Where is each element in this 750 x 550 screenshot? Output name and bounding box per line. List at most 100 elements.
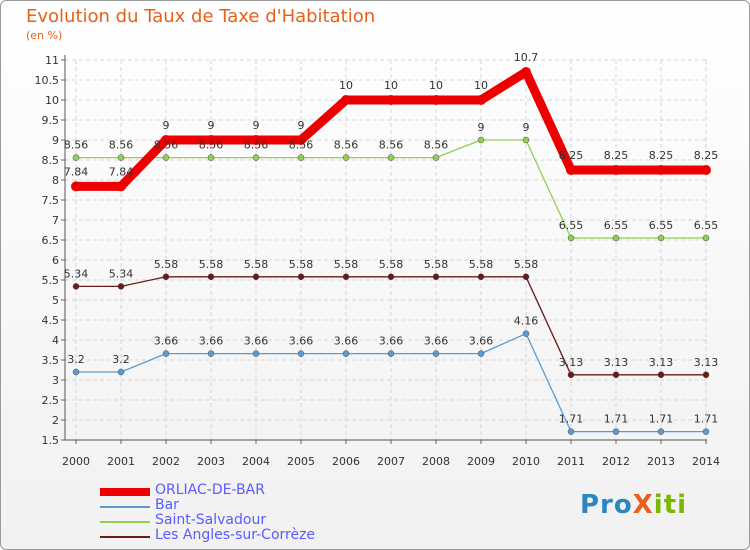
- data-label: 1.71: [649, 413, 674, 426]
- data-point: [611, 165, 621, 175]
- data-point: [117, 283, 125, 290]
- data-point: [702, 428, 710, 435]
- y-tick-label: 8.5: [42, 154, 60, 167]
- x-tick-label: 2003: [197, 455, 225, 468]
- data-label: 5.58: [154, 258, 179, 271]
- x-tick-label: 2007: [377, 455, 405, 468]
- data-point: [207, 350, 215, 357]
- data-label: 10: [474, 79, 488, 92]
- y-tick-label: 3.5: [42, 354, 60, 367]
- data-label: 10.7: [514, 51, 539, 64]
- y-tick-label: 2.5: [42, 394, 60, 407]
- data-point: [657, 234, 665, 242]
- data-point: [522, 273, 530, 281]
- data-label: 9: [298, 119, 305, 132]
- data-label: 5.58: [244, 258, 269, 271]
- data-label: 3.13: [604, 356, 629, 369]
- y-tick-label: 8: [52, 174, 59, 187]
- data-point: [566, 165, 576, 175]
- data-point: [207, 154, 215, 161]
- y-tick-label: 2: [52, 414, 59, 427]
- y-tick-label: 10: [45, 94, 59, 107]
- x-tick-label: 2006: [332, 455, 360, 468]
- x-tick-label: 2000: [62, 455, 90, 468]
- data-point: [522, 330, 530, 337]
- data-point: [116, 181, 126, 192]
- x-tick-label: 2005: [287, 455, 315, 468]
- y-tick-label: 6: [52, 254, 59, 267]
- logo-part-x: X: [632, 490, 654, 520]
- data-label: 8.25: [604, 149, 629, 162]
- data-label: 5.58: [334, 258, 359, 271]
- legend-swatch-orliac: [100, 488, 150, 496]
- data-point: [297, 350, 305, 357]
- data-point: [432, 350, 440, 357]
- data-label: 1.71: [694, 413, 719, 426]
- x-tick-label: 2001: [107, 455, 135, 468]
- data-label: 3.66: [199, 335, 224, 348]
- data-label: 8.56: [334, 139, 359, 152]
- data-point: [477, 136, 485, 144]
- data-point: [432, 273, 440, 281]
- data-label: 8.25: [649, 149, 674, 162]
- x-tick-label: 2010: [512, 455, 540, 468]
- data-label: 5.58: [379, 258, 404, 271]
- y-tick-label: 5: [52, 294, 59, 307]
- x-tick-label: 2004: [242, 455, 270, 468]
- data-label: 8.56: [154, 139, 179, 152]
- y-tick-label: 1.5: [42, 434, 60, 447]
- proxiti-logo: ProXiti: [580, 490, 687, 520]
- data-label: 3.66: [334, 335, 359, 348]
- data-label: 3.2: [112, 353, 130, 366]
- y-tick-label: 10.5: [35, 74, 60, 87]
- data-point: [477, 273, 485, 281]
- data-point: [341, 95, 351, 105]
- x-tick-label: 2012: [602, 455, 630, 468]
- data-label: 4.16: [514, 315, 539, 328]
- data-point: [657, 371, 665, 379]
- data-point: [71, 181, 81, 192]
- data-point: [477, 350, 485, 357]
- data-label: 3.66: [379, 335, 404, 348]
- data-point: [162, 273, 170, 281]
- data-label: 3.66: [154, 335, 179, 348]
- y-tick-label: 9.5: [42, 114, 60, 127]
- data-label: 5.34: [64, 267, 89, 280]
- y-tick-label: 5.5: [42, 274, 60, 287]
- data-label: 5.34: [109, 267, 134, 280]
- data-point: [431, 95, 441, 105]
- data-point: [521, 67, 531, 77]
- data-label: 8.25: [559, 149, 584, 162]
- data-point: [656, 165, 666, 175]
- data-label: 6.55: [559, 219, 584, 232]
- data-label: 5.58: [469, 258, 494, 271]
- data-label: 5.58: [199, 258, 224, 271]
- data-label: 9: [208, 119, 215, 132]
- data-label: 1.71: [559, 413, 584, 426]
- data-label: 5.58: [424, 258, 449, 271]
- y-tick-label: 3: [52, 374, 59, 387]
- data-point: [612, 234, 620, 242]
- data-label: 8.56: [199, 139, 224, 152]
- data-point: [702, 234, 710, 242]
- data-label: 9: [163, 119, 170, 132]
- data-label: 3.66: [469, 335, 494, 348]
- y-tick-label: 4.5: [42, 314, 60, 327]
- data-label: 8.56: [424, 139, 449, 152]
- data-point: [612, 371, 620, 379]
- data-point: [432, 154, 440, 161]
- x-tick-label: 2013: [647, 455, 675, 468]
- data-point: [386, 95, 396, 105]
- data-point: [252, 154, 260, 161]
- data-point: [161, 135, 171, 145]
- legend-label-bar: Bar: [155, 497, 179, 513]
- data-label: 9: [478, 121, 485, 134]
- data-point: [72, 283, 80, 290]
- data-point: [117, 368, 125, 376]
- logo-part-pro: Pro: [580, 490, 633, 520]
- data-point: [702, 371, 710, 379]
- data-label: 8.56: [109, 139, 134, 152]
- data-label: 3.2: [67, 353, 85, 366]
